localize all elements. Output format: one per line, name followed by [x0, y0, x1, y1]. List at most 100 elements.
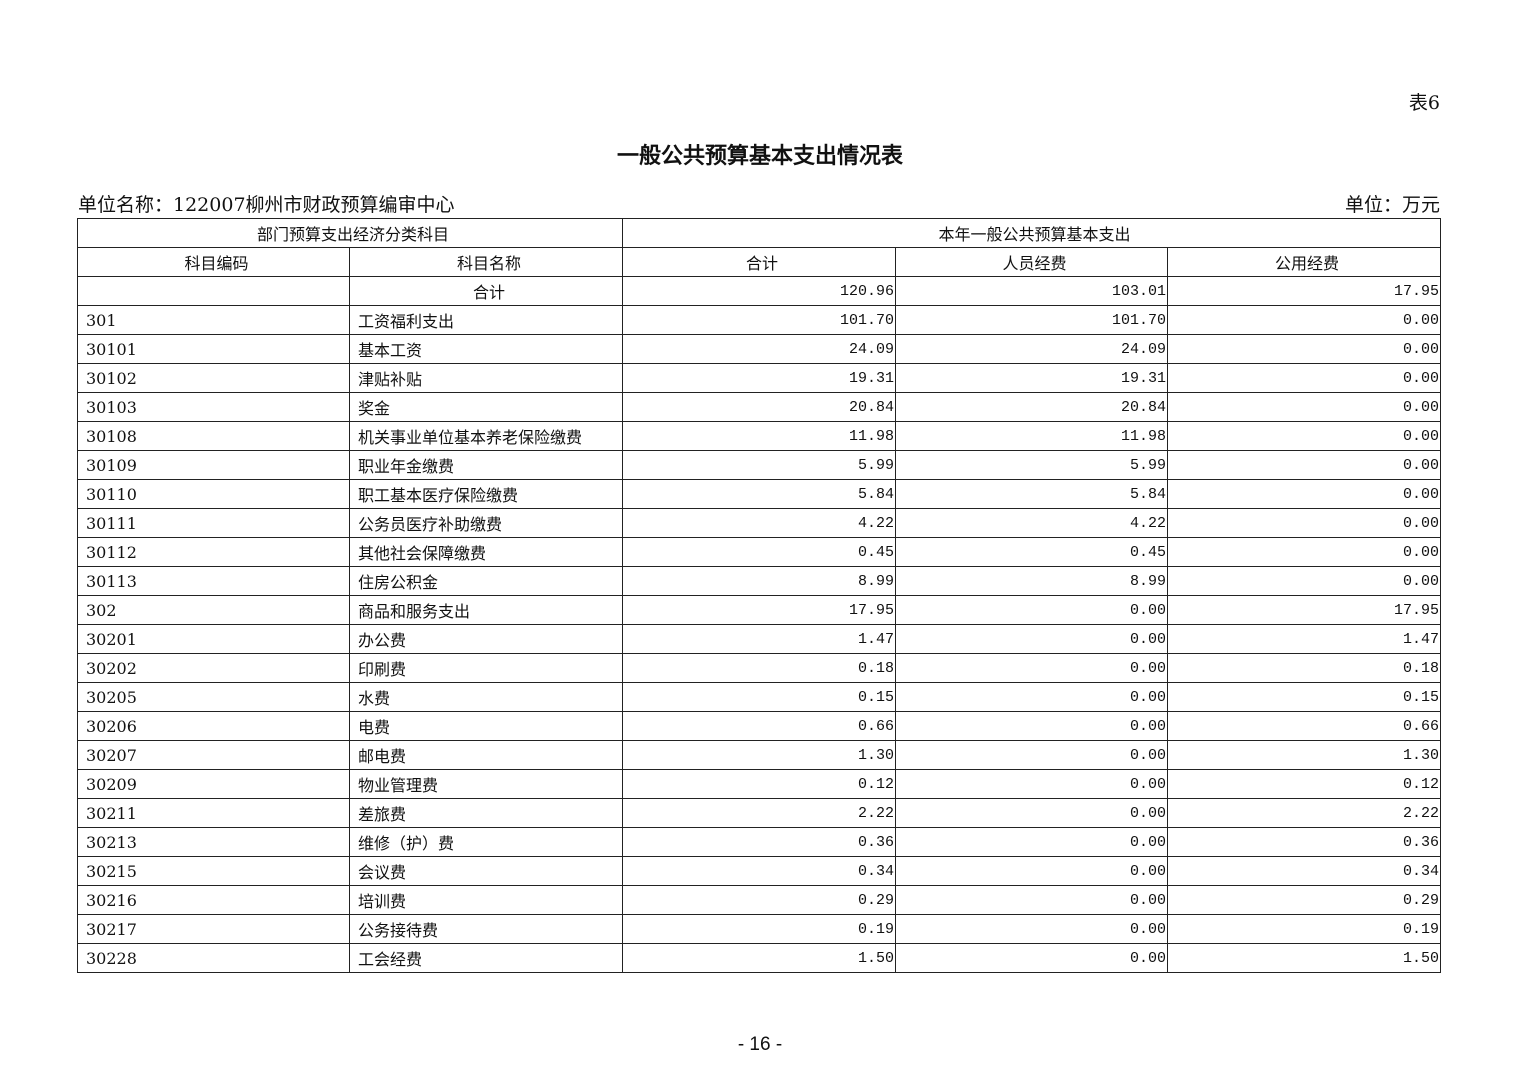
cell-code: 301 — [77, 305, 350, 335]
table-row: 30103 奖金 20.84 20.84 0.00 — [77, 392, 1442, 422]
cell-name: 邮电费 — [348, 740, 624, 770]
cell-total: 0.18 — [622, 653, 897, 683]
cell-total: 120.96 — [622, 276, 897, 306]
cell-total: 0.19 — [622, 914, 897, 944]
cell-name: 合计 — [348, 276, 624, 306]
table-row: 30205 水费 0.15 0.00 0.15 — [77, 682, 1442, 712]
table-row: 30202 印刷费 0.18 0.00 0.18 — [77, 653, 1442, 683]
cell-public: 0.00 — [1167, 363, 1442, 393]
cell-total: 24.09 — [622, 334, 897, 364]
cell-personnel: 101.70 — [895, 305, 1169, 335]
cell-code: 30111 — [77, 508, 350, 538]
cell-total: 1.50 — [622, 943, 897, 973]
cell-personnel: 0.00 — [895, 885, 1169, 915]
cell-public: 1.30 — [1167, 740, 1442, 770]
cell-total: 20.84 — [622, 392, 897, 422]
cell-total: 11.98 — [622, 421, 897, 451]
table-number: 表6 — [1408, 92, 1440, 114]
unit-name: 单位名称：122007柳州市财政预算编审中心 — [78, 194, 455, 216]
cell-personnel: 0.00 — [895, 914, 1169, 944]
cell-personnel: 5.99 — [895, 450, 1169, 480]
cell-public: 0.00 — [1167, 479, 1442, 509]
cell-personnel: 5.84 — [895, 479, 1169, 509]
cell-personnel: 0.00 — [895, 943, 1169, 973]
cell-name: 办公费 — [348, 624, 624, 654]
cell-name: 工会经费 — [348, 943, 624, 973]
cell-public: 0.00 — [1167, 305, 1442, 335]
cell-name: 电费 — [348, 711, 624, 741]
cell-total: 0.29 — [622, 885, 897, 915]
cell-personnel: 0.00 — [895, 624, 1169, 654]
table-row: 30110 职工基本医疗保险缴费 5.84 5.84 0.00 — [77, 479, 1442, 509]
table-row: 30112 其他社会保障缴费 0.45 0.45 0.00 — [77, 537, 1442, 567]
cell-personnel: 0.00 — [895, 682, 1169, 712]
budget-table: 部门预算支出经济分类科目 本年一般公共预算基本支出 科目编码 科目名称 合计 人… — [76, 218, 1442, 973]
cell-name: 商品和服务支出 — [348, 595, 624, 625]
cell-public: 2.22 — [1167, 798, 1442, 828]
cell-public: 0.15 — [1167, 682, 1442, 712]
cell-code: 30201 — [77, 624, 350, 654]
table-row: 30211 差旅费 2.22 0.00 2.22 — [77, 798, 1442, 828]
cell-personnel: 0.00 — [895, 740, 1169, 770]
cell-code: 30206 — [77, 711, 350, 741]
cell-name: 水费 — [348, 682, 624, 712]
header-row: 科目编码 科目名称 合计 人员经费 公用经费 — [77, 247, 1442, 277]
cell-personnel: 0.45 — [895, 537, 1169, 567]
table-row: 30209 物业管理费 0.12 0.00 0.12 — [77, 769, 1442, 799]
cell-public: 0.00 — [1167, 421, 1442, 451]
cell-personnel: 11.98 — [895, 421, 1169, 451]
table-body: 合计 120.96 103.01 17.95 301 工资福利支出 101.70 101.70… — [77, 276, 1442, 973]
cell-public: 0.19 — [1167, 914, 1442, 944]
cell-code: 30228 — [77, 943, 350, 973]
cell-public: 0.12 — [1167, 769, 1442, 799]
page-number: - 16 - — [737, 1034, 783, 1055]
cell-total: 5.84 — [622, 479, 897, 509]
header-name: 科目名称 — [348, 247, 624, 277]
cell-personnel: 0.00 — [895, 595, 1169, 625]
table-row: 30215 会议费 0.34 0.00 0.34 — [77, 856, 1442, 886]
cell-public: 0.66 — [1167, 711, 1442, 741]
cell-personnel: 0.00 — [895, 653, 1169, 683]
cell-public: 0.00 — [1167, 508, 1442, 538]
cell-name: 物业管理费 — [348, 769, 624, 799]
header-personnel: 人员经费 — [895, 247, 1169, 277]
cell-total: 0.36 — [622, 827, 897, 857]
cell-name: 维修（护）费 — [348, 827, 624, 857]
table-row: 30206 电费 0.66 0.00 0.66 — [77, 711, 1442, 741]
cell-total: 0.15 — [622, 682, 897, 712]
cell-code: 30205 — [77, 682, 350, 712]
table-row: 30108 机关事业单位基本养老保险缴费 11.98 11.98 0.00 — [77, 421, 1442, 451]
table-row: 30113 住房公积金 8.99 8.99 0.00 — [77, 566, 1442, 596]
cell-name: 工资福利支出 — [348, 305, 624, 335]
cell-public: 0.00 — [1167, 392, 1442, 422]
cell-total: 8.99 — [622, 566, 897, 596]
table-row: 30201 办公费 1.47 0.00 1.47 — [77, 624, 1442, 654]
cell-name: 培训费 — [348, 885, 624, 915]
cell-code: 302 — [77, 595, 350, 625]
table-row: 30109 职业年金缴费 5.99 5.99 0.00 — [77, 450, 1442, 480]
cell-name: 会议费 — [348, 856, 624, 886]
cell-public: 0.34 — [1167, 856, 1442, 886]
cell-code: 30101 — [77, 334, 350, 364]
cell-code: 30109 — [77, 450, 350, 480]
cell-personnel: 4.22 — [895, 508, 1169, 538]
cell-public: 17.95 — [1167, 276, 1442, 306]
header-group-row: 部门预算支出经济分类科目 本年一般公共预算基本支出 — [76, 218, 1442, 248]
cell-total: 0.12 — [622, 769, 897, 799]
cell-name: 机关事业单位基本养老保险缴费 — [348, 421, 624, 451]
cell-public: 0.18 — [1167, 653, 1442, 683]
table-row: 30101 基本工资 24.09 24.09 0.00 — [77, 334, 1442, 364]
cell-code: 30202 — [77, 653, 350, 683]
currency-unit: 单位：万元 — [1344, 194, 1440, 216]
cell-name: 职业年金缴费 — [348, 450, 624, 480]
cell-public: 0.00 — [1167, 566, 1442, 596]
header-basic-expenditure: 本年一般公共预算基本支出 — [622, 218, 1442, 248]
cell-personnel: 8.99 — [895, 566, 1169, 596]
total-row: 合计 120.96 103.01 17.95 — [77, 276, 1442, 306]
cell-public: 0.00 — [1167, 334, 1442, 364]
cell-public: 0.29 — [1167, 885, 1442, 915]
table-row: 301 工资福利支出 101.70 101.70 0.00 — [77, 305, 1442, 335]
cell-personnel: 103.01 — [895, 276, 1169, 306]
table-row: 302 商品和服务支出 17.95 0.00 17.95 — [77, 595, 1442, 625]
cell-personnel: 0.00 — [895, 856, 1169, 886]
